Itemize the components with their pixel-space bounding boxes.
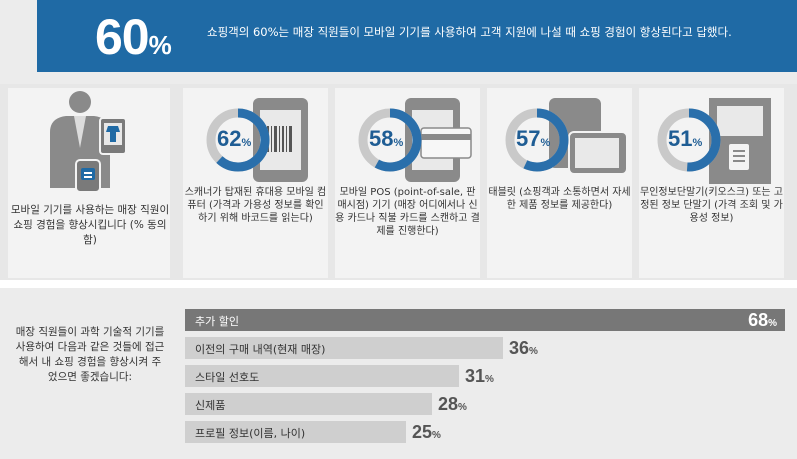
device-card-tablet: 57% 태블릿 (쇼핑객과 소통하면서 자세한 제품 정보를 제공한다) xyxy=(487,88,632,278)
percentage-value: 57 xyxy=(516,126,541,151)
device-card-kiosk: 51% 무인정보단말기(키오스크) 또는 고정된 정보 단말기 (가격 조회 및… xyxy=(639,88,784,278)
device-caption: 스캐너가 탑재된 휴대용 모바일 컴퓨터 (가격과 가용성 정보를 확인하기 위… xyxy=(184,187,327,224)
ring-fill xyxy=(358,108,422,172)
percentage-value: 51 xyxy=(668,126,693,151)
bar-label: 프로필 정보(이름, 나이) xyxy=(195,427,306,440)
access-bar: 스타일 선호도 31% xyxy=(185,365,494,387)
device-percentage: 62% xyxy=(217,126,251,152)
bar-value: 25% xyxy=(412,422,441,442)
percent-sign: % xyxy=(393,137,404,149)
bar-value: 28% xyxy=(438,394,467,414)
bar-label: 추가 할인 xyxy=(195,315,239,328)
device-percentage: 58% xyxy=(369,126,403,152)
bar-value: 36% xyxy=(509,338,538,358)
device-chart xyxy=(505,98,628,175)
header-banner: 60% 쇼핑객의 60%는 매장 직원들이 모바일 기기를 사용하여 고객 지원… xyxy=(37,0,797,72)
access-bar: 신제품 28% xyxy=(185,393,467,415)
device-caption: 모바일 POS (point-of-sale, 판매시점) 기기 (매장 어디에… xyxy=(335,187,480,237)
percentage-value: 58 xyxy=(369,126,394,151)
access-bar: 추가 할인 68% xyxy=(185,309,785,331)
intro-panel xyxy=(8,88,170,278)
percent-sign: % xyxy=(692,137,703,149)
employee-with-device-icon xyxy=(50,91,127,193)
access-bar: 이전의 구매 내역(현재 매장) 36% xyxy=(185,337,538,359)
device-percentage: 51% xyxy=(668,126,702,152)
intro-caption: 모바일 기기를 사용하는 매장 직원이 쇼핑 경험을 향상시킵니다 (% 동의함… xyxy=(10,204,170,246)
device-chart xyxy=(657,98,771,184)
device-percentage: 57% xyxy=(516,126,550,152)
bar-value: 68% xyxy=(748,310,777,330)
ring-fill xyxy=(206,108,270,172)
device-caption: 무인정보단말기(키오스크) 또는 고정된 정보 단말기 (가격 조회 및 가용성… xyxy=(640,187,783,224)
headline-statement: 쇼핑객의 60%는 매장 직원들이 모바일 기기를 사용하여 고객 지원에 나설… xyxy=(207,25,732,39)
headline-percent-sign: % xyxy=(148,30,172,60)
bar-label: 스타일 선호도 xyxy=(195,371,260,384)
ring-fill xyxy=(657,108,721,172)
device-chart xyxy=(358,98,472,182)
device-chart xyxy=(206,98,308,182)
access-bar: 프로필 정보(이름, 나이) 25% xyxy=(185,421,441,443)
ring-fill xyxy=(505,108,569,172)
credit-card-icon xyxy=(420,127,472,159)
bar-value: 31% xyxy=(465,366,494,386)
bar-label: 이전의 구매 내역(현재 매장) xyxy=(195,343,326,356)
device-card-mobile-pos: 58% 모바일 POS (point-of-sale, 판매시점) 기기 (매장… xyxy=(335,88,480,278)
percent-sign: % xyxy=(241,137,252,149)
percentage-value: 62 xyxy=(217,126,242,151)
bar-label: 신제품 xyxy=(195,399,226,412)
percent-sign: % xyxy=(540,137,551,149)
device-card-scanner: 62% 스캐너가 탑재된 휴대용 모바일 컴퓨터 (가격과 가용성 정보를 확인… xyxy=(183,88,328,278)
access-caption: 매장 직원들이 과학 기술적 기기를 사용하여 다음과 같은 것들에 접근해서 … xyxy=(15,326,165,383)
headline-number: 60 xyxy=(95,9,150,65)
device-caption: 태블릿 (쇼핑객과 소통하면서 자세한 제품 정보를 제공한다) xyxy=(488,187,631,211)
headline-percentage: 60% xyxy=(95,8,172,66)
